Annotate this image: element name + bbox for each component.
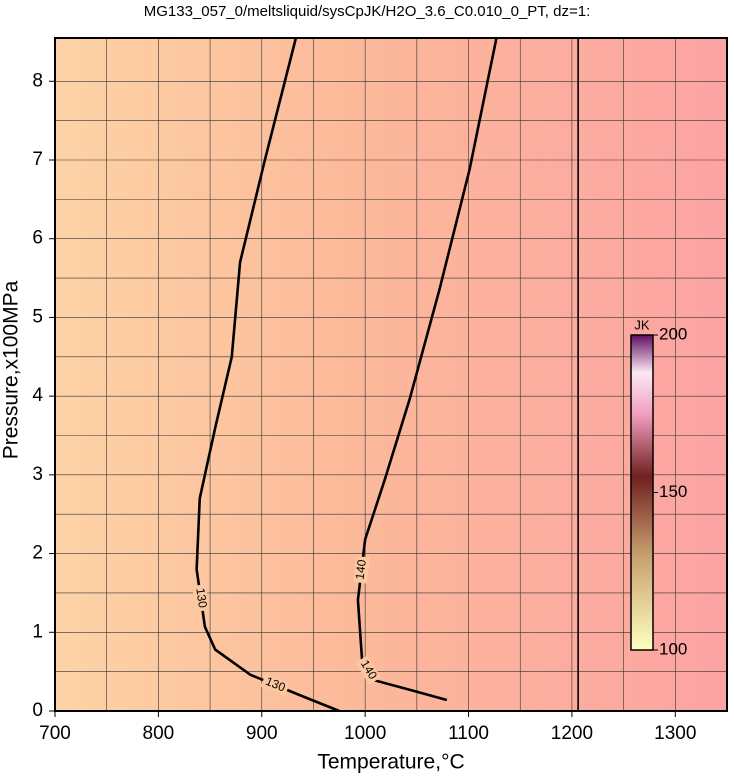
contour-line — [195, 37, 340, 713]
y-tick-label: 3 — [32, 464, 43, 485]
contour-label: 140 — [353, 559, 369, 581]
x-tick-label: 800 — [143, 723, 175, 744]
contour-line — [356, 37, 498, 702]
y-tick-label: 0 — [32, 700, 43, 721]
y-tick-label: 1 — [32, 621, 43, 642]
contour-label: 130 — [193, 587, 210, 609]
y-tick-label: 6 — [32, 228, 43, 249]
contour-label-bg — [355, 655, 381, 685]
x-axis-label: Temperature,°C — [317, 751, 464, 774]
y-tick-label: 8 — [32, 70, 43, 91]
y-tick-label: 5 — [32, 306, 43, 327]
y-axis-label: Pressure,x100MPa — [0, 280, 23, 459]
y-tick-label: 2 — [32, 543, 43, 564]
x-tick-label: 1000 — [344, 723, 386, 744]
x-tick-label: 1100 — [448, 723, 489, 744]
x-tick-label: 900 — [246, 723, 278, 744]
y-tick-label: 7 — [32, 149, 43, 170]
plot-frame — [54, 37, 728, 712]
x-tick-label: 700 — [39, 723, 71, 744]
colorbar-tick-label: 200 — [659, 324, 687, 343]
contour-label-bg — [353, 555, 371, 584]
contour-label-bg — [191, 584, 210, 612]
colorbar-title: JK — [634, 317, 650, 332]
y-tick-label: 4 — [32, 385, 43, 406]
colorbar-tick-label: 150 — [659, 482, 687, 501]
plot-background — [55, 38, 727, 711]
colorbar-tick-label: 100 — [659, 639, 687, 658]
contour-label-bg — [260, 673, 290, 697]
colorbar — [630, 334, 654, 651]
chart-title: MG133_057_0/meltsliquid/sysCpJK/H2O_3.6_… — [144, 3, 591, 20]
x-tick-label: 1300 — [654, 723, 696, 744]
x-tick-label: 1200 — [551, 723, 593, 744]
